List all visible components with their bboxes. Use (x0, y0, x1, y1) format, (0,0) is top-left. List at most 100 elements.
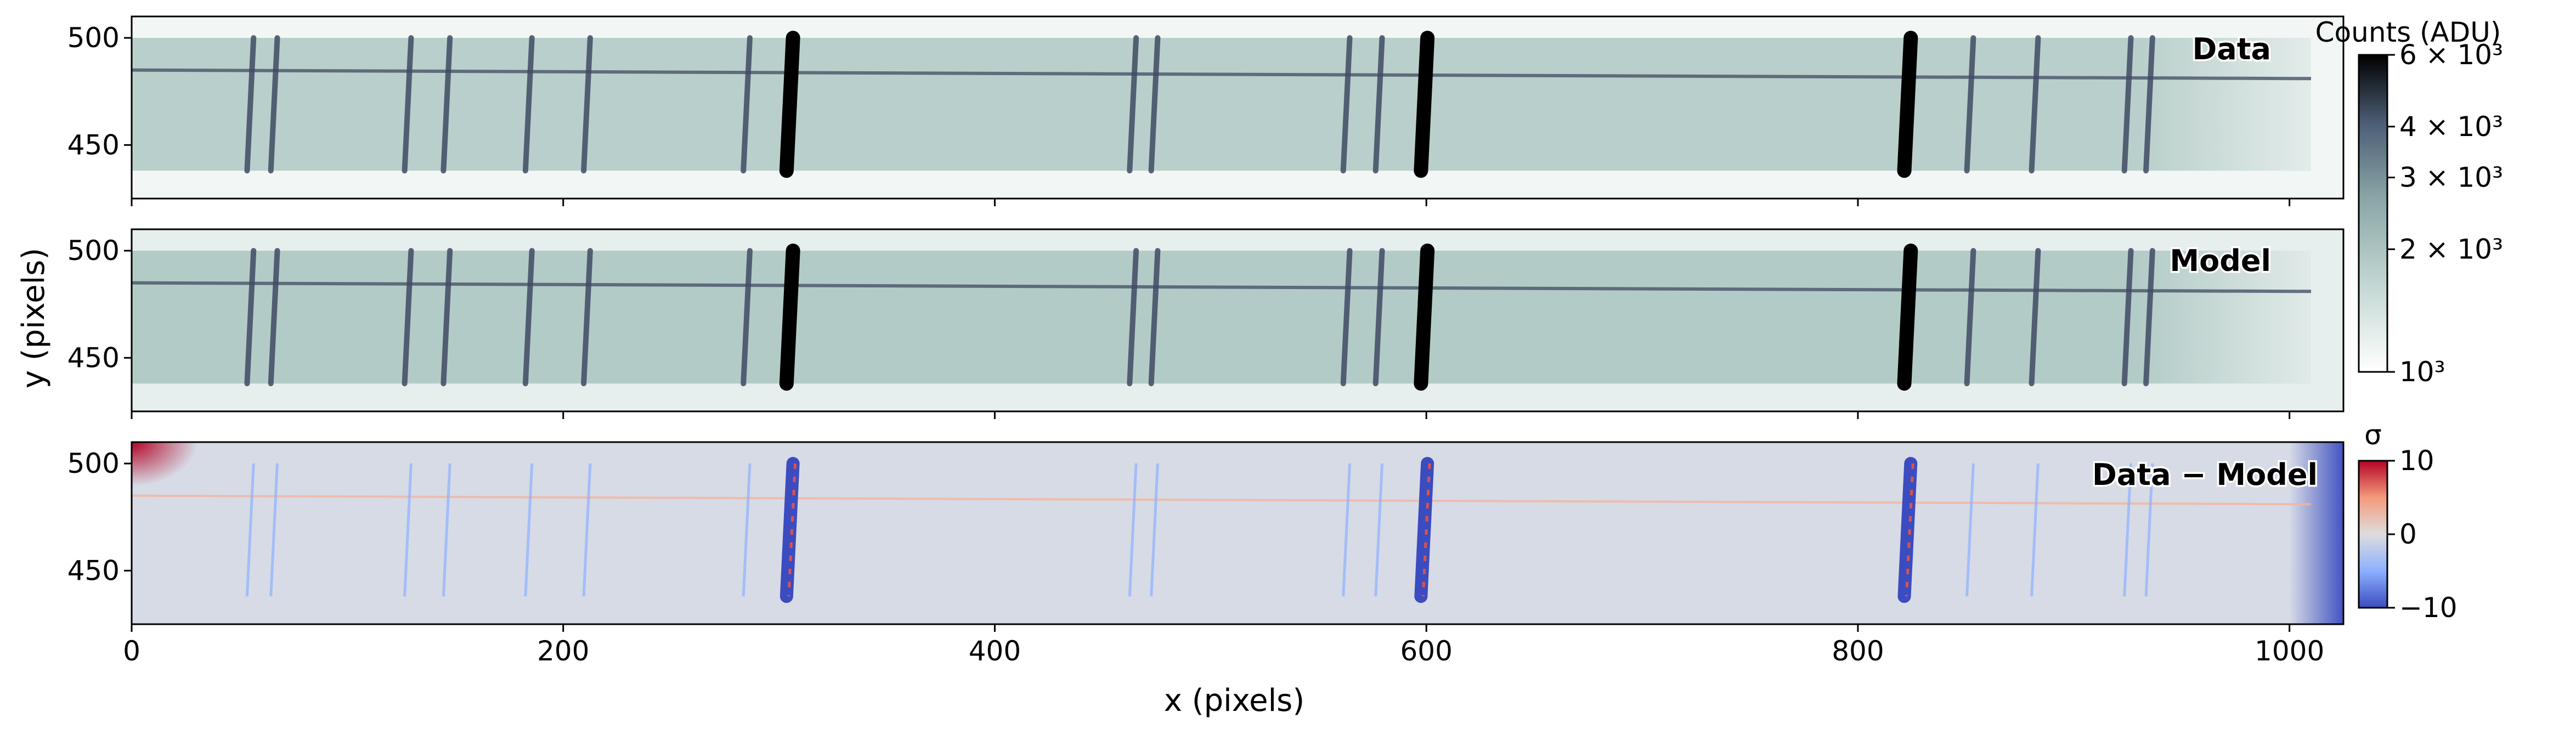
x-tick-label: 800 (1832, 635, 1884, 667)
residual-line (1150, 463, 1159, 597)
model-spectral-line (402, 248, 414, 387)
data-spectral-line (741, 35, 753, 174)
model-spectral-line (268, 248, 280, 387)
counts-colorbar-title: Counts (ADU) (2315, 16, 2501, 48)
data-spectral-line (402, 35, 414, 174)
model-slit-band (132, 251, 2311, 384)
residual-line (1342, 463, 1352, 597)
sigma-colorbar-title: σ (2364, 419, 2382, 451)
data-panel: 500 450 (67, 15, 2345, 206)
residual-line (1965, 463, 1975, 597)
model-spectral-line (2121, 248, 2134, 387)
data-spectral-line (1127, 35, 1139, 174)
counts-colorbar-tick-label: 2 × 10³ (2399, 233, 2503, 265)
model-spectral-line (1127, 248, 1139, 387)
residual-line (1128, 463, 1138, 597)
data-spectral-line (2121, 35, 2134, 174)
residual-line (742, 463, 752, 597)
panel-label-model: Model (2170, 244, 2271, 278)
x-axis-label: x (pixels) (1164, 683, 1304, 719)
data-frame (131, 15, 2345, 200)
residual-line (779, 457, 800, 603)
data-spectral-line (779, 31, 800, 178)
data-slit-band (132, 38, 2311, 171)
model-frame (131, 228, 2345, 412)
counts-colorbar-tick-label: 4 × 10³ (2399, 111, 2503, 143)
residual-panel: 500 450 0 200 400 600 800 1000 (67, 441, 2345, 667)
sigma-colorbar-tick-label: −10 (2399, 592, 2458, 624)
model-spectral-line (779, 244, 800, 391)
residual-line-edge (1905, 463, 1914, 597)
residual-line (582, 463, 592, 597)
panel-label-residual: Data − Model (2092, 457, 2318, 492)
x-tick-label: 600 (1400, 635, 1452, 667)
residual-line (1414, 457, 1434, 603)
model-spectral-line (244, 248, 257, 387)
residual-line (245, 463, 255, 597)
counts-colorbar-tick-label: 6 × 10³ (2399, 39, 2503, 71)
y-tick-label: 450 (67, 129, 120, 161)
data-spectral-line (522, 35, 535, 174)
residual-line (2030, 463, 2040, 597)
x-tick-label: 400 (969, 635, 1021, 667)
sigma-colorbar-gradient (2358, 460, 2388, 609)
model-spectral-line (1964, 248, 1976, 387)
data-spectral-line (1897, 31, 1918, 178)
data-spectral-line (2029, 35, 2041, 174)
data-spectral-line (268, 35, 280, 174)
residual-corner (132, 442, 197, 486)
counts-colorbar-tick-label: 10³ (2399, 356, 2445, 388)
data-spectral-line (1372, 35, 1385, 174)
residual-line (442, 463, 451, 597)
x-tick-label: 200 (537, 635, 589, 667)
x-tick-label: 0 (123, 635, 140, 667)
data-slit-edge (2138, 38, 2311, 171)
residual-trace (131, 494, 2312, 506)
y-tick-label: 500 (67, 448, 120, 479)
y-tick-label: 500 (67, 22, 120, 54)
data-spectral-line (581, 35, 593, 174)
model-spectral-line (440, 248, 453, 387)
model-spectral-line (1372, 248, 1385, 387)
data-spectral-line (1148, 35, 1161, 174)
panel-label-data: Data (2192, 32, 2271, 66)
counts-colorbar: Counts (ADU) 10³ 2 × 10³ 3 × 10³ 4 × 10³ 6 ×… (2315, 16, 2504, 388)
model-spectral-line (1340, 248, 1353, 387)
data-spectral-line (1340, 35, 1353, 174)
counts-colorbar-tick-label: 3 × 10³ (2399, 162, 2503, 194)
x-tick-label: 1000 (2255, 635, 2324, 667)
data-trace (131, 68, 2312, 81)
y-tick-label: 450 (67, 555, 120, 586)
sigma-colorbar-tick-label: 0 (2399, 518, 2417, 550)
data-spectral-line (1964, 35, 1976, 174)
model-spectral-line (2029, 248, 2041, 387)
model-spectral-line (581, 248, 593, 387)
y-axis-label: y (pixels) (16, 248, 52, 388)
residual-line (524, 463, 534, 597)
residual-line (2123, 463, 2133, 597)
residual-background (132, 442, 2343, 624)
residual-line (1374, 463, 1384, 597)
model-slit-edge (2138, 251, 2311, 384)
residual-line (403, 463, 413, 597)
residual-line (1897, 457, 1918, 603)
data-spectral-line (440, 35, 453, 174)
residual-line (2144, 463, 2154, 597)
data-spectral-line (2143, 35, 2155, 174)
model-spectral-line (522, 248, 535, 387)
residual-frame (131, 441, 2345, 625)
residual-right-edge (2289, 442, 2343, 624)
residual-line-edge (787, 463, 797, 597)
data-spectral-line (244, 35, 257, 174)
sigma-colorbar: σ 10 0 −10 (2358, 419, 2458, 624)
model-spectral-line (741, 248, 753, 387)
model-spectral-line (1897, 244, 1918, 391)
model-spectral-line (1148, 248, 1161, 387)
model-panel: 500 450 (67, 228, 2345, 419)
y-tick-label: 450 (67, 342, 120, 374)
counts-colorbar-gradient (2358, 54, 2388, 373)
residual-line-edge (1421, 463, 1431, 597)
data-spectral-line (1414, 31, 1435, 178)
residual-line (269, 463, 279, 597)
